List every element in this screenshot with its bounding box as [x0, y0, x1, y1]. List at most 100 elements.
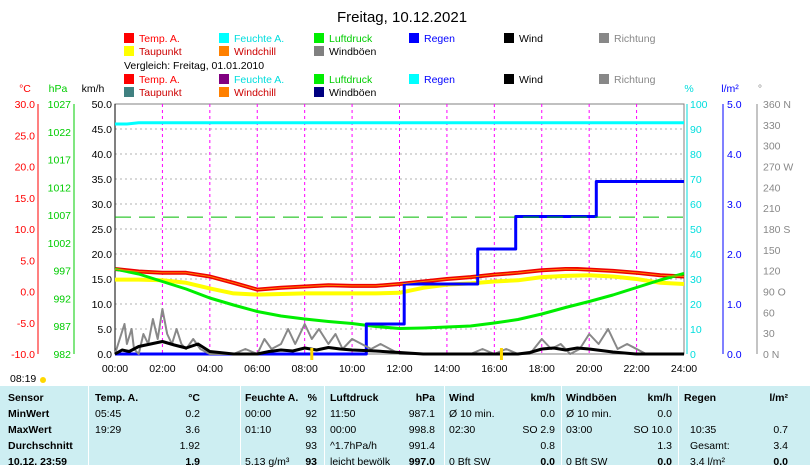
deg-tick-9: 90 O [763, 287, 786, 299]
legend-compare-swatch-5 [599, 74, 609, 84]
deg-tick-11: 30 [763, 328, 775, 340]
pct-unit-label: % [684, 83, 693, 95]
deg-tick-12: 0 N [763, 349, 779, 361]
gust-value-3: 0.0 [657, 456, 672, 468]
time-marker-dot [40, 377, 46, 383]
wind-time-3: 0 Bft SW [449, 456, 491, 468]
deg-tick-6: 180 S [763, 224, 790, 236]
legend-main-label-7: Windchill [234, 46, 276, 58]
row-label-0: MinWert [8, 408, 50, 420]
table-header-8: km/h [530, 392, 555, 404]
table-header-5: Luftdruck [330, 392, 379, 404]
hum-value-1: 93 [305, 424, 317, 436]
hpa-tick-0: 1027 [48, 99, 72, 111]
legend-main-label-4: Wind [519, 33, 543, 45]
rain-value-2: 3.4 [773, 440, 788, 452]
legend-compare-label-8: Windböen [329, 87, 376, 99]
baro-value-3: 997.0 [408, 456, 435, 468]
temp-tick-0: 30.0 [15, 99, 36, 111]
table-header-0: Sensor [8, 392, 44, 404]
deg-tick-8: 120 [763, 266, 781, 278]
legend-main-swatch-8 [314, 46, 324, 56]
temp-tick-6: 0.0 [20, 287, 35, 299]
legend-compare-label-7: Windchill [234, 87, 276, 99]
plot-area [114, 121, 685, 360]
lm2-tick-1: 4.0 [727, 149, 742, 161]
gust-time-3: 0 Bft SW [566, 456, 608, 468]
hpa-tick-9: 982 [53, 349, 71, 361]
hum-time-1: 01:10 [245, 424, 272, 436]
temp-tick-2: 20.0 [15, 162, 36, 174]
legend-compare-swatch-1 [219, 74, 229, 84]
table-separator-3 [444, 386, 445, 465]
series-windb-en [114, 308, 684, 355]
x-tick-3: 06:00 [244, 363, 270, 375]
kmh-tick-2: 40.0 [92, 149, 113, 161]
pct-tick-5: 50 [690, 224, 702, 236]
temp-time-1: 19:29 [95, 424, 122, 436]
temp-unit-label: °C [19, 83, 31, 95]
legend-main-swatch-5 [599, 33, 609, 43]
x-tick-2: 04:00 [197, 363, 223, 375]
table-separator-5 [678, 386, 679, 465]
temp-value-3: 1.9 [185, 456, 200, 468]
table-header-3: Feuchte A. [245, 392, 299, 404]
pct-tick-1: 90 [690, 124, 702, 136]
series-windchill [114, 268, 685, 291]
table-separator-4 [561, 386, 562, 465]
legend-compare-swatch-3 [409, 74, 419, 84]
deg-tick-5: 210 [763, 203, 781, 215]
kmh-tick-1: 45.0 [92, 124, 113, 136]
x-tick-8: 16:00 [481, 363, 507, 375]
legend-main-swatch-0 [124, 33, 134, 43]
chart-title: Freitag, 10.12.2021 [337, 9, 467, 26]
row-label-2: Durchschnitt [8, 440, 73, 452]
gust-value-2: 1.3 [657, 440, 672, 452]
legend-main-label-3: Regen [424, 33, 455, 45]
series-luftdruck [114, 267, 685, 330]
stats-table: Sensor Temp. A. °C Feuchte A.% Luftdruck hPa W… [0, 386, 810, 468]
x-tick-11: 22:00 [623, 363, 649, 375]
x-tick-10: 20:00 [576, 363, 602, 375]
deg-tick-1: 330 [763, 120, 781, 132]
legend-main-label-5: Richtung [614, 33, 656, 45]
hum-value-0: 92 [305, 408, 317, 420]
temp-tick-3: 15.0 [15, 193, 36, 205]
kmh-tick-0: 50.0 [92, 99, 113, 111]
rain-time-3: 3.4 l/m² [690, 456, 726, 468]
gust-value-0: 0.0 [657, 408, 672, 420]
temp-value-0: 0.2 [185, 408, 200, 420]
table-header-10: km/h [647, 392, 672, 404]
pct-tick-6: 40 [690, 249, 702, 261]
plot-frame [114, 103, 685, 355]
gust-time-0: Ø 10 min. [566, 408, 612, 420]
lm2-tick-3: 2.0 [727, 249, 742, 261]
deg-tick-4: 240 [763, 182, 781, 194]
wind-value-1: SO 2.9 [522, 424, 555, 436]
table-header-7: Wind [449, 392, 475, 404]
legend: Temp. A. Feuchte A. Luftdruck Regen Wind Rich… [124, 33, 656, 99]
baro-value-0: 987.1 [408, 408, 435, 420]
legend-main-swatch-4 [504, 33, 514, 43]
legend-main-label-6: Taupunkt [139, 46, 182, 58]
baro-time-2: ^1.7hPa/h [330, 440, 377, 452]
pct-tick-9: 10 [690, 324, 702, 336]
rain-value-1: 0.7 [773, 424, 788, 436]
x-tick-7: 14:00 [434, 363, 460, 375]
kmh-tick-4: 30.0 [92, 199, 113, 211]
legend-main-swatch-6 [124, 46, 134, 56]
lm2-tick-5: 0.0 [727, 349, 742, 361]
hpa-tick-5: 1002 [48, 238, 72, 250]
series-wind [114, 340, 684, 356]
hum-value-2: 93 [305, 440, 317, 452]
legend-compare-swatch-2 [314, 74, 324, 84]
baro-value-2: 991.4 [408, 440, 435, 452]
legend-main-label-0: Temp. A. [139, 33, 180, 45]
legend-compare-swatch-7 [219, 87, 229, 97]
pct-tick-8: 20 [690, 299, 702, 311]
rain-value-3: 0.0 [773, 456, 788, 468]
legend-compare-label-6: Taupunkt [139, 87, 182, 99]
table-header-11: Regen [684, 392, 717, 404]
baro-time-1: 00:00 [330, 424, 357, 436]
temp-tick-8: -10.0 [11, 349, 35, 361]
